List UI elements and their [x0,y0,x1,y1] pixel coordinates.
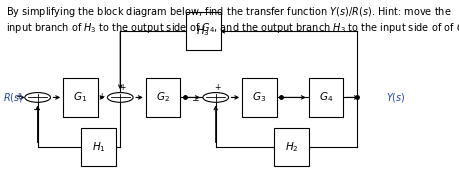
Text: $R(s)$: $R(s)$ [3,91,23,104]
FancyBboxPatch shape [309,78,343,117]
FancyBboxPatch shape [63,78,97,117]
Text: $G_1$: $G_1$ [73,90,87,104]
FancyBboxPatch shape [82,128,116,166]
Text: $H_1$: $H_1$ [92,140,106,154]
FancyBboxPatch shape [274,128,309,166]
Circle shape [25,93,50,102]
Circle shape [107,93,133,102]
Text: $G_4$: $G_4$ [319,90,333,104]
Text: $-$: $-$ [32,104,40,113]
Circle shape [203,93,229,102]
Text: $H_3$: $H_3$ [196,24,210,38]
FancyBboxPatch shape [186,12,221,50]
Text: $G_3$: $G_3$ [252,90,266,104]
FancyBboxPatch shape [242,78,276,117]
Text: +: + [16,92,22,101]
Text: +: + [214,82,221,92]
Text: $H_2$: $H_2$ [285,140,298,154]
FancyBboxPatch shape [146,78,180,117]
Text: By simplifying the block diagram below, find the transfer function $Y(s)/R(s)$. : By simplifying the block diagram below, … [6,5,459,35]
Text: +: + [119,82,125,92]
Text: +: + [98,92,105,101]
Text: $-$: $-$ [191,94,200,103]
Text: $Y(s)$: $Y(s)$ [386,91,405,104]
Text: $G_2$: $G_2$ [156,90,170,104]
